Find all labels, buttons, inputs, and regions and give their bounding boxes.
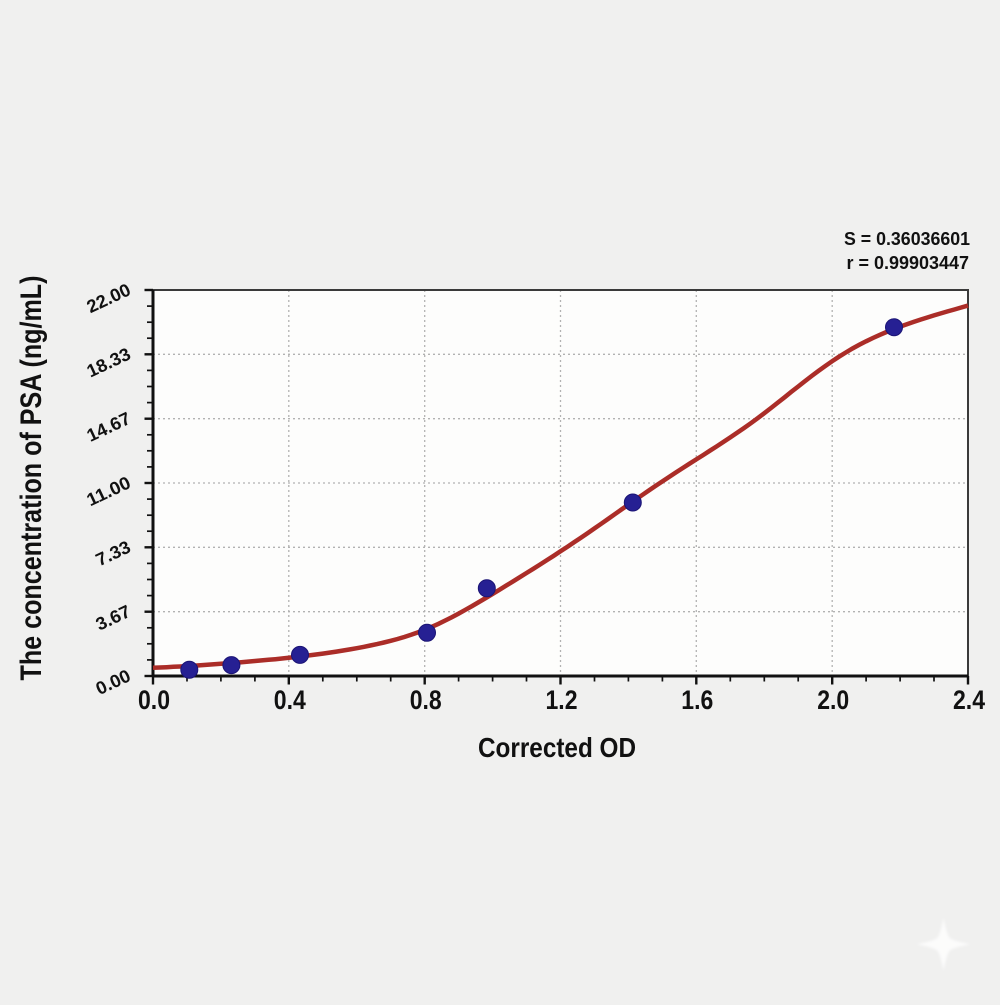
svg-text:0.0: 0.0 <box>138 685 170 715</box>
svg-text:1.2: 1.2 <box>546 685 578 715</box>
svg-text:Corrected OD: Corrected OD <box>478 732 636 763</box>
svg-text:The concentration of PSA (ng/m: The concentration of PSA (ng/mL) <box>15 276 48 681</box>
svg-text:r = 0.99903447: r = 0.99903447 <box>847 252 970 273</box>
svg-text:1.6: 1.6 <box>681 685 713 715</box>
svg-text:0.4: 0.4 <box>274 685 306 715</box>
svg-text:2.0: 2.0 <box>817 685 849 715</box>
svg-text:S = 0.36036601: S = 0.36036601 <box>844 228 970 249</box>
svg-text:2.4: 2.4 <box>953 685 985 715</box>
svg-text:0.8: 0.8 <box>410 685 442 715</box>
